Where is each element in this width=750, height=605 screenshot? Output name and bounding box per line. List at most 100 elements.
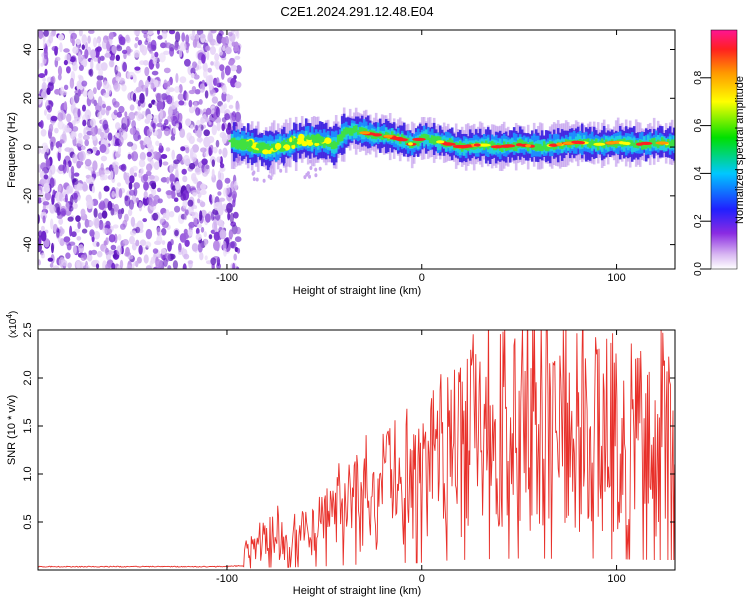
noise-blob bbox=[318, 166, 322, 171]
noise-blob bbox=[47, 257, 54, 262]
noise-blob bbox=[81, 228, 88, 234]
noise-blob bbox=[195, 227, 200, 235]
noise-blob bbox=[178, 242, 182, 253]
noise-blob bbox=[146, 170, 152, 176]
noise-blob bbox=[40, 225, 45, 232]
noise-blob bbox=[100, 62, 108, 71]
x-tick-label: 0 bbox=[419, 272, 425, 284]
noise-blob bbox=[40, 62, 44, 67]
noise-blob bbox=[235, 226, 241, 235]
noise-blob bbox=[255, 177, 259, 182]
signal-cell bbox=[546, 143, 550, 152]
signal-cell bbox=[322, 139, 326, 148]
noise-blob bbox=[57, 184, 62, 192]
signal-peak bbox=[291, 140, 295, 146]
noise-blob bbox=[211, 194, 215, 203]
noise-blob bbox=[185, 118, 192, 127]
noise-blob bbox=[233, 46, 240, 52]
noise-blob bbox=[52, 265, 60, 269]
snr-ticks: -100 0 100 2.5 2.0 1.5 1.0 0.5 bbox=[22, 322, 675, 585]
noise-blob bbox=[179, 41, 187, 51]
noise-blob bbox=[192, 144, 199, 153]
noise-blob bbox=[116, 245, 123, 256]
signal-cell bbox=[336, 134, 340, 145]
noise-blob bbox=[138, 172, 142, 178]
signal-cell bbox=[332, 140, 336, 150]
noise-blob bbox=[118, 36, 126, 46]
noise-blob bbox=[195, 233, 202, 241]
signal-peak bbox=[252, 149, 258, 153]
noise-blob bbox=[150, 256, 156, 264]
signal-peak bbox=[359, 131, 371, 135]
noise-blob bbox=[179, 76, 187, 84]
noise-blob bbox=[227, 212, 231, 221]
noise-blob bbox=[182, 199, 188, 209]
noise-blob bbox=[88, 30, 95, 34]
noise-blob bbox=[184, 58, 191, 67]
noise-blob bbox=[231, 190, 237, 200]
signal-peak bbox=[291, 144, 296, 150]
snr-ylabel: SNR (10 * v/v) bbox=[6, 395, 18, 465]
noise-blob bbox=[71, 37, 75, 47]
signal-cell bbox=[544, 144, 548, 151]
noise-blob bbox=[207, 67, 212, 73]
noise-blob bbox=[226, 202, 233, 213]
noise-blob bbox=[155, 161, 160, 167]
noise-blob bbox=[225, 46, 232, 55]
y-tick-label: 20 bbox=[22, 92, 34, 104]
noise-blob bbox=[81, 34, 88, 45]
noise-blob bbox=[144, 40, 149, 46]
signal-peak bbox=[412, 137, 426, 141]
noise-blob bbox=[102, 103, 106, 109]
noise-blob bbox=[212, 221, 217, 231]
signal-cell bbox=[670, 139, 674, 148]
noise-blob bbox=[82, 134, 90, 141]
noise-blob bbox=[218, 197, 226, 202]
signal-cell bbox=[330, 141, 334, 149]
signal-peak bbox=[262, 149, 269, 155]
noise-blob bbox=[217, 191, 222, 196]
noise-blob bbox=[62, 260, 67, 267]
noise-blob bbox=[63, 101, 68, 111]
noise-blob bbox=[110, 207, 115, 216]
noise-blob bbox=[78, 64, 84, 71]
signal-peak bbox=[494, 145, 502, 149]
noise-blob bbox=[73, 172, 80, 177]
noise-blob bbox=[192, 61, 197, 69]
noise-blob bbox=[173, 197, 179, 202]
signal-peak bbox=[618, 141, 625, 145]
noise-blob bbox=[43, 30, 49, 37]
noise-blob bbox=[83, 127, 87, 136]
noise-blob bbox=[152, 248, 159, 254]
signal-cell bbox=[288, 141, 292, 148]
noise-blob bbox=[199, 252, 204, 261]
noise-blob bbox=[163, 67, 171, 74]
noise-blob bbox=[197, 43, 202, 49]
noise-blob bbox=[90, 127, 97, 137]
noise-blob bbox=[222, 45, 226, 52]
noise-blob bbox=[99, 144, 107, 153]
noise-blob bbox=[194, 89, 201, 95]
signal-cell bbox=[448, 138, 452, 147]
signal-band bbox=[228, 107, 675, 183]
noise-blob bbox=[120, 223, 126, 230]
noise-blob bbox=[138, 159, 146, 168]
noise-blob bbox=[49, 164, 56, 175]
noise-blob bbox=[74, 112, 78, 123]
snr-series-line bbox=[38, 330, 675, 569]
noise-blob bbox=[219, 163, 225, 169]
noise-blob bbox=[156, 100, 164, 112]
signal-cell bbox=[590, 139, 594, 146]
noise-blob bbox=[198, 99, 203, 105]
noise-blob bbox=[58, 218, 64, 225]
signal-cell bbox=[606, 142, 610, 148]
noise-blob bbox=[129, 104, 135, 111]
signal-cell bbox=[340, 131, 344, 141]
signal-cell bbox=[344, 127, 348, 135]
noise-blob bbox=[116, 182, 122, 187]
signal-cell bbox=[490, 140, 494, 149]
noise-blob bbox=[57, 211, 61, 216]
noise-blob bbox=[190, 72, 195, 79]
noise-blob bbox=[202, 62, 208, 72]
noise-blob bbox=[174, 43, 179, 51]
